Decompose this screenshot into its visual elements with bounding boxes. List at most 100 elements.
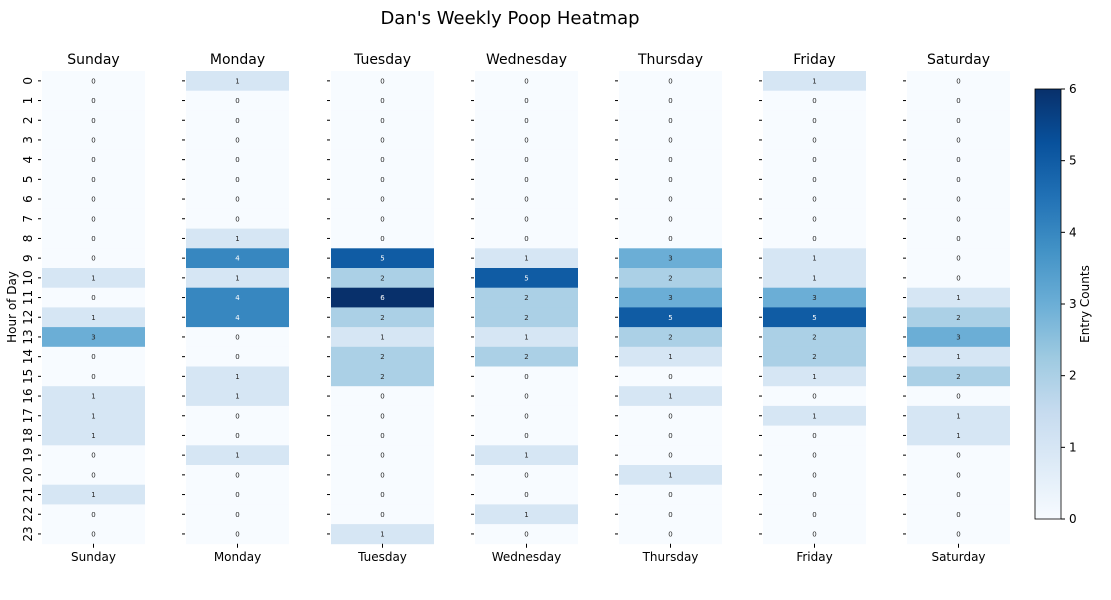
colorbar-tick-label: 6 <box>1069 82 1077 96</box>
y-tick-label: 9 <box>21 254 35 262</box>
heatmap-cell <box>619 90 722 111</box>
heatmap-cell <box>186 268 289 289</box>
heatmap-cell <box>619 169 722 190</box>
x-tick-label: Friday <box>796 550 832 564</box>
cell-value: 0 <box>668 373 672 381</box>
cell-value: 0 <box>91 77 95 85</box>
cell-value: 1 <box>668 393 672 401</box>
cell-value: 1 <box>235 274 239 282</box>
heatmap-cell <box>475 386 578 407</box>
heatmap-cell <box>42 169 145 190</box>
y-tick-label: 5 <box>21 176 35 184</box>
heatmap-cell <box>186 71 289 92</box>
heatmap-cell <box>907 465 1010 486</box>
heatmap-cell <box>619 130 722 151</box>
cell-value: 0 <box>91 235 95 243</box>
heatmap-cell <box>331 228 434 249</box>
heatmap-cell <box>331 307 434 328</box>
heatmap-cell <box>331 149 434 170</box>
heatmap-cell <box>331 504 434 525</box>
cell-value: 0 <box>524 117 528 125</box>
heatmap-cell <box>763 307 866 328</box>
heatmap-cell <box>763 130 866 151</box>
heatmap-cell <box>42 405 145 426</box>
y-tick-label: 16 <box>21 388 35 403</box>
heatmap-cell <box>331 110 434 131</box>
heatmap-cell <box>619 71 722 92</box>
cell-value: 1 <box>956 294 960 302</box>
cell-value: 2 <box>812 353 816 361</box>
cell-value: 0 <box>91 294 95 302</box>
cell-value: 1 <box>235 235 239 243</box>
heatmap-cell <box>42 504 145 525</box>
heatmap-cell <box>331 71 434 92</box>
cell-value: 2 <box>668 333 672 341</box>
cell-value: 2 <box>956 373 960 381</box>
heatmap-cell <box>763 327 866 348</box>
heatmap-cell <box>475 287 578 308</box>
cell-value: 0 <box>668 156 672 164</box>
cell-value: 0 <box>812 235 816 243</box>
cell-value: 0 <box>380 156 384 164</box>
heatmap-cell <box>907 366 1010 387</box>
cell-value: 0 <box>668 235 672 243</box>
cell-value: 1 <box>812 373 816 381</box>
heatmap-cell <box>186 484 289 505</box>
heatmap-cell <box>42 465 145 486</box>
heatmap-cell <box>619 327 722 348</box>
cell-value: 1 <box>91 274 95 282</box>
heatmap-cell <box>186 524 289 545</box>
cell-value: 3 <box>91 333 95 341</box>
x-tick-label: Tuesday <box>357 550 407 564</box>
cell-value: 2 <box>524 353 528 361</box>
colorbar-gradient <box>1034 88 1062 520</box>
cell-value: 0 <box>812 471 816 479</box>
heatmap-cell <box>42 287 145 308</box>
cell-value: 0 <box>524 530 528 538</box>
heatmap-cell <box>475 484 578 505</box>
heatmap-cell <box>42 484 145 505</box>
day-column: Sunday 0 0 0 0 0 0 0 0 0 0 1 0 1 3 0 0 1 1 1 0 0 1 0 0 Sunday <box>38 52 145 564</box>
heatmap-cell <box>331 268 434 289</box>
heatmap-cell <box>907 149 1010 170</box>
heatmap-cell <box>763 248 866 269</box>
heatmap-cell <box>186 445 289 466</box>
heatmap-cell <box>331 248 434 269</box>
cell-value: 0 <box>91 353 95 361</box>
cell-value: 1 <box>91 393 95 401</box>
cell-value: 4 <box>235 255 240 263</box>
cell-value: 0 <box>812 136 816 144</box>
cell-value: 0 <box>956 235 960 243</box>
heatmap-cell <box>907 71 1010 92</box>
cell-value: 0 <box>956 255 960 263</box>
heatmap-cell <box>619 287 722 308</box>
heatmap-cell <box>907 504 1010 525</box>
cell-value: 0 <box>91 196 95 204</box>
heatmap-cell <box>42 366 145 387</box>
cell-value: 0 <box>380 97 384 105</box>
cell-value: 0 <box>91 136 95 144</box>
cell-value: 0 <box>380 393 384 401</box>
heatmap-cell <box>186 130 289 151</box>
y-tick-label: 13 <box>21 329 35 344</box>
day-columns: Sunday000000000010130011100100SundayMond… <box>21 52 1010 564</box>
heatmap-cell <box>475 346 578 367</box>
cell-value: 0 <box>91 530 95 538</box>
cell-value: 0 <box>668 452 672 460</box>
heatmap-cell <box>42 189 145 210</box>
column-title: Monday <box>210 52 265 68</box>
cell-value: 0 <box>91 255 95 263</box>
cell-value: 1 <box>956 432 960 440</box>
cell-value: 3 <box>668 294 672 302</box>
heatmap-cell <box>907 90 1010 111</box>
heatmap-cell <box>331 465 434 486</box>
cell-value: 0 <box>956 196 960 204</box>
heatmap-cell <box>475 248 578 269</box>
cell-value: 0 <box>380 432 384 440</box>
cell-value: 1 <box>524 452 528 460</box>
colorbar-tick-label: 4 <box>1069 225 1077 239</box>
cell-value: 2 <box>524 294 528 302</box>
heatmap-cell <box>475 169 578 190</box>
heatmap-cell <box>907 307 1010 328</box>
